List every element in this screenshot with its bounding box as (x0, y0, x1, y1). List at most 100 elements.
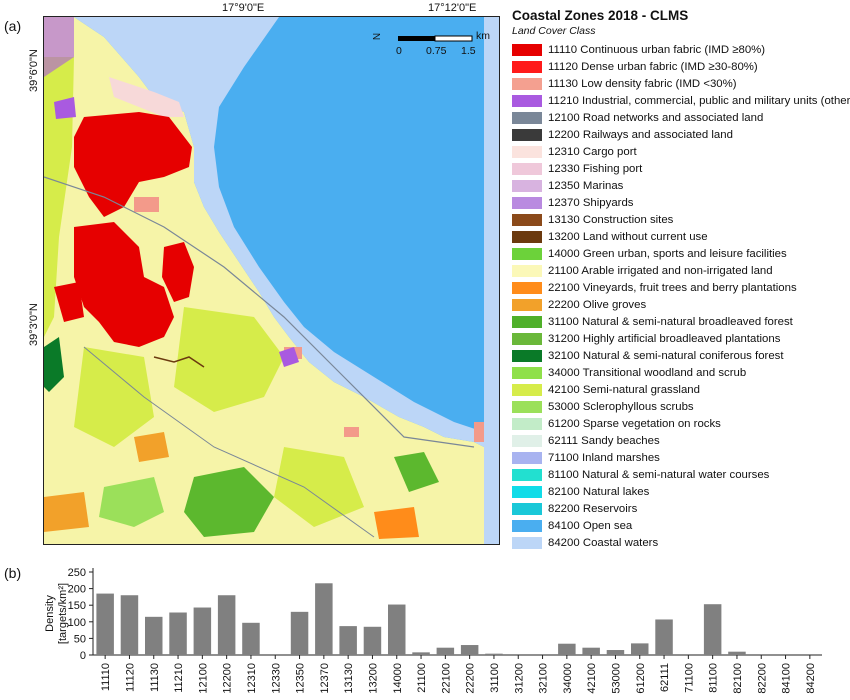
legend-item: 22200 Olive groves (512, 296, 842, 313)
x-tick-label: 12370 (319, 663, 331, 694)
bar-22200 (460, 645, 479, 655)
map-urban-east (162, 242, 194, 302)
scale-tick-1: 0.75 (426, 45, 447, 57)
legend-item: 53000 Sclerophyllous scrubs (512, 398, 842, 415)
legend-item: 21100 Arable irrigated and non-irrigated… (512, 262, 842, 279)
x-tick-label: 13200 (367, 663, 379, 694)
x-tick-label: 84100 (781, 663, 793, 694)
legend-item: 42100 Semi-natural grassland (512, 381, 842, 398)
legend-item: 84200 Coastal waters (512, 534, 842, 551)
bar-22100 (436, 647, 455, 655)
x-tick-label: 11130 (149, 663, 161, 692)
lat-label-1: 39°6'0"N (28, 49, 40, 92)
legend-swatch (512, 485, 542, 498)
map-forest-east (394, 452, 439, 492)
bar-53000 (606, 650, 625, 655)
legend-swatch (512, 298, 542, 311)
legend-label: 32100 Natural & semi-natural coniferous … (548, 349, 784, 362)
x-tick-label: 31100 (489, 663, 501, 693)
x-tick-label: 22200 (465, 663, 477, 694)
y-tick-label: 100 (68, 617, 86, 629)
legend-label: 11130 Low density fabric (IMD <30%) (548, 77, 737, 90)
bar-81100 (703, 604, 722, 655)
map-low-density-4 (474, 422, 484, 442)
scale-unit: km (476, 30, 490, 42)
lon-label-1: 17°9'0"E (222, 2, 265, 14)
legend-title: Coastal Zones 2018 - CLMS (512, 8, 689, 23)
legend-item: 11120 Dense urban fabric (IMD ≥30-80%) (512, 58, 842, 75)
x-tick-label: 13130 (343, 663, 355, 694)
lat-label-2: 39°3'0"N (28, 303, 40, 346)
panel-a-label: (a) (4, 18, 22, 34)
legend-item: 11110 Continuous urban fabric (IMD ≥80%) (512, 41, 842, 58)
legend-label: 82100 Natural lakes (548, 485, 650, 498)
map-coniferous-west (44, 337, 64, 392)
legend-item: 62111 Sandy beaches (512, 432, 842, 449)
y-tick-label: 200 (68, 584, 86, 596)
legend-item: 71100 Inland marshes (512, 449, 842, 466)
x-tick-label: 31200 (513, 663, 525, 694)
x-tick-label: 84200 (805, 663, 817, 694)
legend-label: 13130 Construction sites (548, 213, 674, 226)
scale-bar (398, 35, 473, 42)
legend-label: 71100 Inland marshes (548, 451, 660, 464)
legend-swatch (512, 94, 542, 107)
legend-swatch (512, 213, 542, 226)
legend-swatch (512, 43, 542, 56)
legend-label: 12350 Marinas (548, 179, 624, 192)
y-tick-label: 0 (80, 650, 86, 662)
map-road-2 (83, 346, 375, 538)
map-forest-south (184, 467, 274, 537)
bar-11210 (169, 612, 187, 655)
bar-13200 (363, 626, 382, 655)
y-tick-label: 150 (68, 600, 86, 612)
bar-12200 (217, 595, 236, 655)
bar-12350 (290, 611, 309, 655)
bar-12370 (315, 583, 333, 655)
legend-swatch (512, 468, 542, 481)
x-tick-label: 21100 (416, 663, 428, 693)
legend-swatch (512, 434, 542, 447)
legend-item: 31200 Highly artificial broadleaved plan… (512, 330, 842, 347)
bar-12310 (242, 622, 260, 655)
map-olive-1 (44, 492, 89, 532)
bar-11110 (96, 593, 114, 655)
legend-item: 12200 Railways and associated land (512, 126, 842, 143)
legend-swatch (512, 315, 542, 328)
x-tick-label: 12200 (222, 663, 234, 694)
legend-item: 84100 Open sea (512, 517, 842, 534)
scale-bar-black (398, 36, 435, 41)
legend-label: 13200 Land without current use (548, 230, 708, 243)
map-grassland-southwest (74, 347, 154, 447)
legend-item: 12100 Road networks and associated land (512, 109, 842, 126)
legend-label: 12100 Road networks and associated land (548, 111, 764, 124)
legend-swatch (512, 145, 542, 158)
map-industrial-west (54, 97, 76, 119)
map-port-area (109, 77, 184, 117)
legend-label: 34000 Transitional woodland and scrub (548, 366, 747, 379)
lon-label-2: 17°12'0"E (428, 2, 477, 14)
legend-rows: 11110 Continuous urban fabric (IMD ≥80%)… (512, 41, 850, 551)
land-cover-map[interactable]: N km 0 0.75 1.5 (43, 16, 500, 545)
scale-bar-white (434, 35, 473, 42)
legend-item: 22100 Vineyards, fruit trees and berry p… (512, 279, 842, 296)
legend-item: 31100 Natural & semi-natural broadleaved… (512, 313, 842, 330)
legend-label: 12200 Railways and associated land (548, 128, 733, 141)
x-tick-label: 11120 (124, 663, 136, 692)
bar-14000 (388, 604, 406, 655)
legend-item: 12370 Shipyards (512, 194, 842, 211)
scale-tick-0: 0 (396, 45, 402, 57)
x-tick-label: 12100 (197, 663, 209, 694)
x-tick-label: 62111 (659, 663, 671, 692)
legend-item: 13200 Land without current use (512, 228, 842, 245)
legend-label: 11120 Dense urban fabric (IMD ≥30-80%) (548, 60, 758, 73)
legend-swatch (512, 349, 542, 362)
legend-label: 84200 Coastal waters (548, 536, 659, 549)
x-tick-label: 82100 (732, 663, 744, 694)
map-olive-2 (134, 432, 169, 462)
legend-swatch (512, 230, 542, 243)
legend-label: 53000 Sclerophyllous scrubs (548, 400, 694, 413)
map-road-1 (44, 176, 475, 448)
legend-swatch (512, 281, 542, 294)
legend-subtitle: Land Cover Class (512, 25, 596, 37)
